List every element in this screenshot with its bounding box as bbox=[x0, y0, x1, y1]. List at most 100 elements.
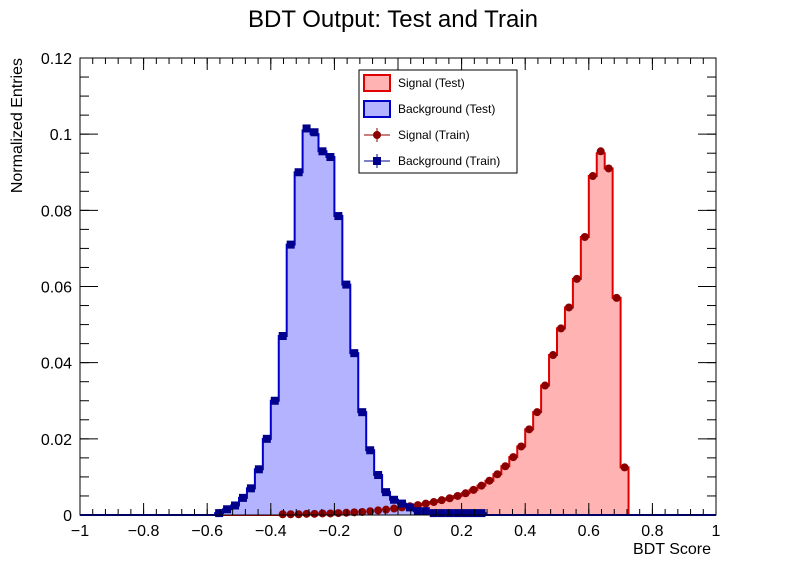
data-point bbox=[437, 496, 446, 505]
histogram-fill bbox=[278, 153, 629, 516]
data-point bbox=[612, 293, 621, 302]
data-point bbox=[549, 351, 558, 360]
data-point bbox=[382, 505, 391, 514]
data-point bbox=[469, 509, 478, 518]
data-point bbox=[596, 147, 605, 156]
data-point bbox=[342, 280, 351, 289]
y-tick-label: 0.06 bbox=[41, 280, 72, 297]
data-point bbox=[429, 509, 438, 518]
data-point bbox=[564, 303, 573, 312]
data-point bbox=[421, 507, 430, 516]
x-tick-label: −0.6 bbox=[191, 523, 223, 540]
data-point bbox=[246, 484, 255, 493]
data-point bbox=[525, 425, 534, 434]
x-tick-label: −0.2 bbox=[319, 523, 351, 540]
chart-title: BDT Output: Test and Train bbox=[248, 6, 538, 33]
legend-swatch bbox=[363, 100, 391, 118]
x-tick-label: 0.2 bbox=[450, 523, 472, 540]
data-point bbox=[286, 510, 295, 519]
data-point bbox=[421, 499, 430, 508]
plot-area: −1 −0.8 −0.6 −0.4 −0.2 0 0.2 0.4 0.6 0.8 1 0 0.02 0.0… bbox=[41, 51, 721, 540]
data-point bbox=[453, 509, 462, 518]
data-point bbox=[413, 507, 422, 516]
y-axis-title: Normalized Entries bbox=[9, 58, 26, 193]
data-point bbox=[294, 168, 303, 177]
data-point bbox=[374, 506, 383, 515]
data-point bbox=[350, 349, 359, 358]
data-point bbox=[382, 488, 391, 497]
data-point bbox=[390, 504, 399, 513]
legend-marker bbox=[373, 131, 381, 139]
data-point bbox=[572, 274, 581, 283]
data-point bbox=[366, 446, 375, 455]
data-point bbox=[334, 509, 343, 518]
histogram-outline bbox=[80, 152, 716, 516]
data-point bbox=[334, 212, 343, 221]
data-point bbox=[350, 508, 359, 517]
x-axis: −1 −0.8 −0.6 −0.4 −0.2 0 0.2 0.4 0.6 0.8 1 bbox=[71, 58, 721, 540]
data-point bbox=[374, 471, 383, 480]
legend-marker bbox=[373, 157, 381, 165]
data-point bbox=[310, 509, 319, 518]
data-point bbox=[429, 498, 438, 507]
data-point bbox=[533, 408, 542, 417]
data-point bbox=[588, 172, 597, 181]
data-point bbox=[517, 442, 526, 451]
data-point bbox=[405, 503, 414, 512]
data-point bbox=[461, 489, 470, 498]
legend-label: Signal (Train) bbox=[398, 128, 470, 142]
data-point bbox=[390, 495, 399, 504]
data-point bbox=[413, 501, 422, 510]
data-point bbox=[604, 164, 613, 173]
data-point bbox=[461, 509, 470, 518]
data-point bbox=[437, 509, 446, 518]
data-point bbox=[358, 408, 367, 417]
data-point bbox=[556, 324, 565, 333]
data-point bbox=[493, 470, 502, 479]
data-point bbox=[278, 510, 287, 519]
data-point bbox=[397, 499, 406, 508]
data-point bbox=[270, 396, 279, 405]
data-point bbox=[278, 332, 287, 341]
data-point bbox=[223, 505, 232, 514]
data-point bbox=[485, 476, 494, 485]
data-point bbox=[318, 509, 327, 518]
legend: Signal (Test) Background (Test) Signal (Tr… bbox=[358, 69, 518, 174]
data-point bbox=[445, 509, 454, 518]
legend-label: Background (Test) bbox=[398, 102, 495, 116]
data-point bbox=[262, 434, 271, 443]
y-tick-label: 0.02 bbox=[41, 432, 72, 449]
y-tick-label: 0 bbox=[63, 508, 72, 525]
legend-entry: Background (Train) bbox=[364, 154, 500, 168]
x-tick-label: −0.8 bbox=[128, 523, 160, 540]
data-point bbox=[310, 128, 319, 137]
legend-label: Signal (Test) bbox=[398, 76, 465, 90]
data-point bbox=[541, 381, 550, 390]
x-tick-label: −0.4 bbox=[255, 523, 287, 540]
x-tick-label: −1 bbox=[71, 523, 89, 540]
data-point bbox=[501, 462, 510, 471]
data-point bbox=[620, 463, 629, 472]
y-tick-label: 0.1 bbox=[50, 127, 72, 144]
data-point bbox=[326, 509, 335, 518]
data-point bbox=[215, 509, 224, 518]
x-axis-title: BDT Score bbox=[633, 541, 711, 558]
data-point bbox=[477, 481, 486, 490]
series-background-train bbox=[215, 124, 486, 518]
x-tick-label: 0.8 bbox=[641, 523, 663, 540]
x-tick-label: 1 bbox=[712, 523, 721, 540]
x-tick-label: 0.6 bbox=[578, 523, 600, 540]
y-tick-label: 0.08 bbox=[41, 203, 72, 220]
data-point bbox=[254, 465, 263, 474]
legend-entry: Signal (Test) bbox=[363, 74, 465, 92]
legend-swatch bbox=[363, 74, 391, 92]
x-tick-label: 0.4 bbox=[514, 523, 536, 540]
data-point bbox=[342, 508, 351, 517]
data-point bbox=[580, 232, 589, 241]
data-point bbox=[469, 485, 478, 494]
data-point bbox=[231, 501, 240, 510]
legend-entry: Background (Test) bbox=[363, 100, 495, 118]
data-point bbox=[326, 153, 335, 162]
data-point bbox=[477, 509, 486, 518]
